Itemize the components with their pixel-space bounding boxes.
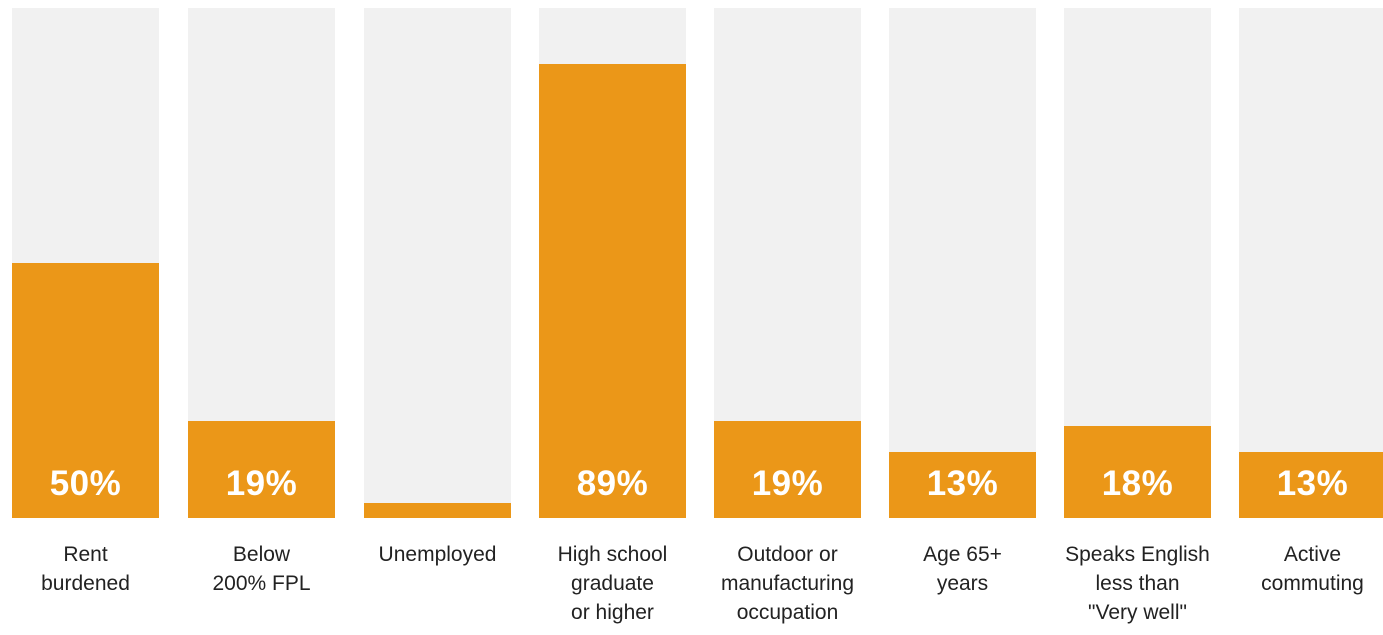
bar-column: 13% Active commuting	[1239, 0, 1383, 635]
bar-track: 89%	[539, 8, 686, 518]
category-label: Active commuting	[1261, 543, 1364, 595]
bar-track: 18%	[1064, 8, 1211, 518]
bar-value-label: 13%	[926, 464, 999, 503]
bar-track: 50%	[12, 8, 159, 518]
bar-value-label: 13%	[1276, 464, 1349, 503]
category-label: Rent burdened	[41, 543, 130, 595]
category-label: Speaks English less than "Very well"	[1065, 543, 1210, 624]
bar	[12, 263, 159, 518]
bar-value-label: 89%	[576, 464, 649, 503]
bar-column: 50% Rent burdened	[12, 0, 159, 635]
bar	[889, 452, 1036, 518]
bar	[1239, 452, 1383, 518]
category-label: Age 65+ years	[923, 543, 1002, 595]
bar	[714, 421, 861, 518]
bar-track: 13%	[889, 8, 1036, 518]
bar-column: 89% High school graduate or higher	[539, 0, 686, 635]
bar-track: 19%	[714, 8, 861, 518]
category-label: Below 200% FPL	[212, 543, 311, 595]
bar-column: 18% Speaks English less than "Very well"	[1064, 0, 1211, 635]
bar-track: 13%	[1239, 8, 1383, 518]
bar-column: 19% Below 200% FPL	[188, 0, 335, 635]
bar	[539, 64, 686, 518]
bar	[1064, 426, 1211, 518]
bar-value-label: 19%	[751, 464, 824, 503]
bar-value-label: 50%	[49, 464, 122, 503]
category-label: High school graduate or higher	[557, 543, 668, 624]
bar	[364, 503, 511, 518]
bar	[188, 421, 335, 518]
bar-column: 19% Outdoor or manufacturing occupation	[714, 0, 861, 635]
bar-column: Unemployed	[364, 0, 511, 635]
category-label: Unemployed	[378, 543, 497, 566]
bar-value-label: 18%	[1101, 464, 1174, 503]
category-label: Outdoor or manufacturing occupation	[720, 543, 855, 624]
bar-track	[364, 8, 511, 518]
bar-value-label: 19%	[225, 464, 298, 503]
bar-track: 19%	[188, 8, 335, 518]
bar-column: 13% Age 65+ years	[889, 0, 1036, 635]
